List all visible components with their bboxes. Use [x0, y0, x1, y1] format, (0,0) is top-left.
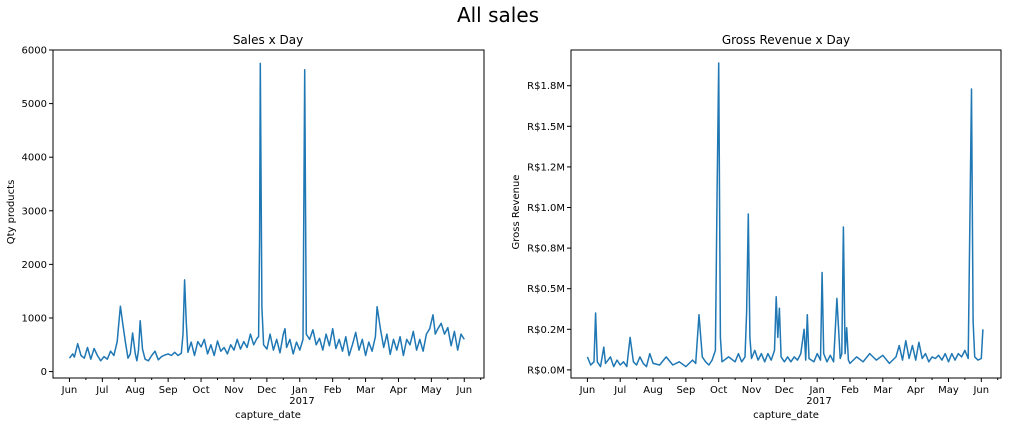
x-tick-label: Jul [95, 385, 108, 396]
y-tick-label: 4000 [22, 153, 47, 164]
plot-frame [52, 49, 485, 379]
x-tick-label: Feb [324, 385, 342, 396]
x-tick-label: Mar [356, 385, 376, 396]
x-year-label: 2017 [289, 396, 314, 407]
x-tick-label: Jan [291, 385, 307, 396]
x-tick-label: Jun [972, 385, 989, 396]
y-tick-label: R$0.2M [527, 325, 565, 336]
x-tick-label: Jun [61, 385, 78, 396]
y-tick-label: 1000 [22, 313, 47, 324]
y-tick-label: 5000 [22, 99, 47, 110]
x-tick-label: Nov [224, 385, 244, 396]
x-tick-label: Mar [873, 385, 893, 396]
series-line [586, 62, 984, 368]
x-tick-label: Sep [676, 385, 695, 396]
x-tick-label: May [938, 385, 959, 396]
figure-title: All sales [457, 3, 539, 27]
plot-frame [570, 49, 1002, 379]
x-tick-label: Aug [125, 385, 145, 396]
x-tick-label: Jun [455, 385, 472, 396]
x-tick-label: Apr [907, 385, 925, 396]
x-tick-label: Aug [643, 385, 663, 396]
x-tick-label: Jun [579, 385, 596, 396]
x-tick-label: Jul [613, 385, 626, 396]
series-line [68, 62, 465, 362]
chart-title: Sales x Day [233, 33, 303, 47]
x-tick-label: Dec [775, 385, 794, 396]
y-tick-label: R$0.5M [527, 284, 565, 295]
x-year-label: 2017 [806, 396, 831, 407]
x-tick-label: Dec [257, 385, 276, 396]
y-tick-label: 6000 [22, 46, 47, 57]
y-tick-label: R$1.2M [527, 162, 565, 173]
x-tick-label: Jan [808, 385, 824, 396]
x-axis-label: capture_date [235, 410, 301, 421]
y-axis-label: Qty products [6, 180, 17, 245]
x-tick-label: Sep [159, 385, 178, 396]
chart-sales-x-day: Sales x Day capture_date Qty products 20… [6, 33, 485, 421]
x-tick-label: Apr [390, 385, 408, 396]
y-tick-label: 0 [41, 367, 47, 378]
y-tick-label: R$0.0M [527, 365, 565, 376]
x-tick-label: Feb [841, 385, 859, 396]
y-axis-label: Gross Revenue [511, 175, 522, 250]
x-axis-label: capture_date [753, 410, 819, 421]
x-tick-label: Oct [710, 385, 727, 396]
x-tick-label: May [421, 385, 442, 396]
y-tick-label: R$1.8M [527, 81, 565, 92]
chart-gross-revenue-x-day: Gross Revenue x Day capture_date Gross R… [511, 33, 1002, 421]
y-tick-label: R$1.5M [527, 122, 565, 133]
x-tick-label: Oct [192, 385, 209, 396]
y-tick-label: 2000 [22, 260, 47, 271]
y-tick-label: R$0.8M [527, 244, 565, 255]
y-tick-label: R$1.0M [527, 203, 565, 214]
x-tick-label: Nov [742, 385, 762, 396]
y-tick-label: 3000 [22, 206, 47, 217]
chart-title: Gross Revenue x Day [722, 33, 850, 47]
